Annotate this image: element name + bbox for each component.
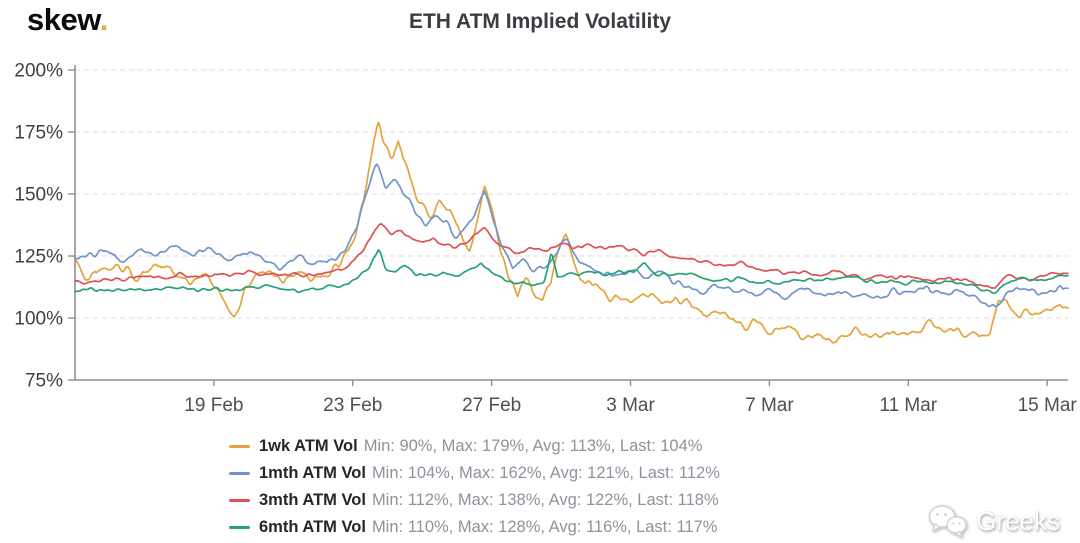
legend-series-name: 3mth ATM Vol bbox=[259, 491, 366, 509]
legend-series-name: 6mth ATM Vol bbox=[259, 518, 366, 536]
skew-logo: skew. bbox=[27, 2, 108, 38]
svg-text:75%: 75% bbox=[25, 371, 63, 392]
svg-text:3 Mar: 3 Mar bbox=[606, 395, 655, 416]
legend-item-1mth-atm-vol[interactable]: 1mth ATM Vol Min: 104%, Max: 162%, Avg: … bbox=[229, 460, 720, 487]
legend-series-name: 1wk ATM Vol bbox=[259, 437, 358, 455]
svg-text:15 Mar: 15 Mar bbox=[1018, 395, 1078, 416]
1wk-series-color-dash-icon bbox=[229, 445, 250, 448]
legend-item-3mth-atm-vol[interactable]: 3mth ATM Vol Min: 112%, Max: 138%, Avg: … bbox=[229, 487, 720, 514]
legend-series-stats: Min: 112%, Max: 138%, Avg: 122%, Last: 1… bbox=[371, 491, 719, 509]
svg-text:7 Mar: 7 Mar bbox=[745, 395, 794, 416]
svg-text:125%: 125% bbox=[14, 247, 63, 268]
greeks-watermark: Greeks bbox=[927, 503, 1060, 539]
svg-text:175%: 175% bbox=[14, 123, 63, 144]
volatility-line-chart[interactable]: 75% 100% 125% 150% 175% 200% 19 Feb 23 Feb 27 Fe… bbox=[0, 0, 1080, 425]
watermark-label: Greeks bbox=[976, 505, 1060, 536]
svg-text:23 Feb: 23 Feb bbox=[323, 395, 382, 416]
wechat-icon bbox=[928, 505, 967, 538]
skew-logo-dot: . bbox=[99, 2, 109, 37]
6mth-series-color-dash-icon bbox=[229, 526, 250, 529]
chart-title: ETH ATM Implied Volatility bbox=[408, 10, 672, 33]
svg-text:150%: 150% bbox=[14, 185, 63, 206]
legend-series-stats: Min: 110%, Max: 128%, Avg: 116%, Last: 1… bbox=[371, 518, 718, 536]
skew-logo-text: skew bbox=[27, 2, 100, 37]
svg-text:200%: 200% bbox=[14, 61, 63, 82]
chart-legend: 1wk ATM Vol Min: 90%, Max: 179%, Avg: 11… bbox=[229, 433, 720, 541]
legend-series-stats: Min: 104%, Max: 162%, Avg: 121%, Last: 1… bbox=[371, 464, 720, 482]
1mth-series-color-dash-icon bbox=[229, 472, 250, 475]
svg-text:100%: 100% bbox=[14, 309, 63, 330]
legend-item-1wk-atm-vol[interactable]: 1wk ATM Vol Min: 90%, Max: 179%, Avg: 11… bbox=[229, 433, 720, 460]
3mth-series-color-dash-icon bbox=[229, 499, 250, 502]
svg-text:27 Feb: 27 Feb bbox=[462, 395, 521, 416]
svg-text:19 Feb: 19 Feb bbox=[184, 395, 243, 416]
legend-series-stats: Min: 90%, Max: 179%, Avg: 113%, Last: 10… bbox=[363, 437, 703, 455]
legend-item-6mth-atm-vol[interactable]: 6mth ATM Vol Min: 110%, Max: 128%, Avg: … bbox=[229, 514, 720, 541]
svg-text:11 Mar: 11 Mar bbox=[879, 395, 937, 416]
legend-series-name: 1mth ATM Vol bbox=[259, 464, 366, 482]
